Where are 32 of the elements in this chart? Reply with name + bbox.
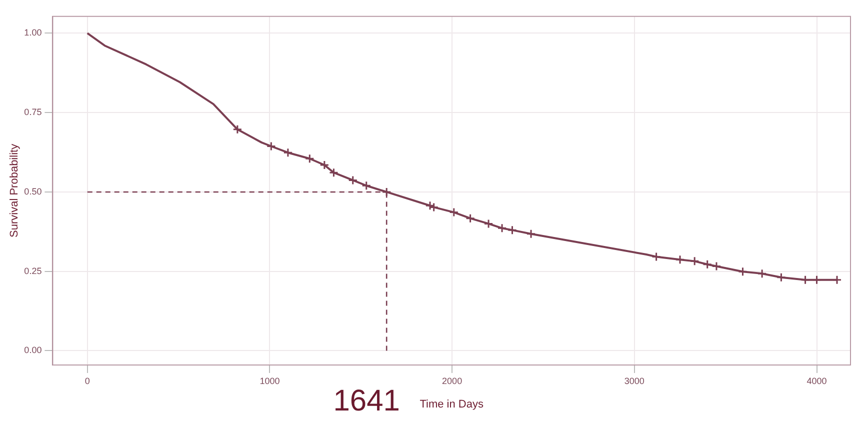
y-tick-label: 0.25 [24, 266, 42, 276]
point [429, 202, 439, 212]
point [526, 229, 536, 239]
point [348, 175, 358, 185]
point [304, 154, 314, 164]
x-tick-label: 0 [84, 376, 90, 386]
point [484, 218, 494, 228]
y-tick-label: 0.00 [24, 345, 42, 356]
point [328, 168, 338, 178]
point [702, 260, 712, 270]
point [466, 214, 476, 224]
x-tick-label: 1000 [260, 376, 280, 386]
point [283, 148, 293, 158]
point [757, 268, 767, 278]
point [449, 208, 459, 218]
point [425, 200, 435, 210]
y-tick-label: 0.75 [24, 107, 42, 118]
x-tick-label: 4000 [806, 376, 827, 386]
point [712, 262, 722, 272]
point [320, 160, 330, 170]
x-axis-title: Time in Days [420, 398, 484, 410]
y-tick-label: 0.50 [24, 186, 42, 196]
y-axis-title: Survival Probability [8, 143, 21, 238]
point [266, 142, 276, 151]
x-tick-label: 2000 [442, 376, 462, 386]
ref-line-label: 1641 [333, 384, 400, 418]
point [362, 180, 372, 190]
point [497, 223, 507, 233]
point [232, 124, 242, 134]
point [507, 225, 517, 235]
x-tick-label: 3000 [624, 376, 644, 386]
y-tick-label: 1.00 [24, 28, 42, 38]
